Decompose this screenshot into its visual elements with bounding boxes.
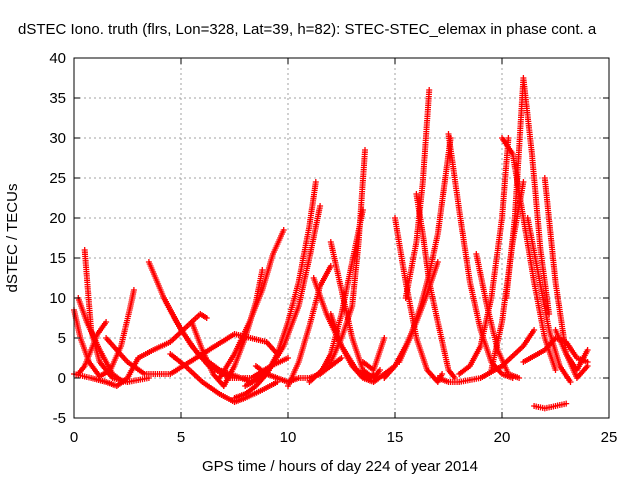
series-pass-23 (359, 335, 388, 373)
series-pass-35 (503, 75, 553, 317)
series-markers (402, 87, 433, 301)
series-pass-16 (242, 203, 324, 389)
x-tick-label: 20 (494, 429, 511, 446)
series-pass-22 (306, 147, 368, 385)
series-pass-13 (220, 267, 266, 389)
x-tick-label: 0 (70, 429, 78, 446)
series-markers (220, 267, 266, 389)
series-markers (456, 135, 512, 377)
x-tick-label: 15 (387, 429, 404, 446)
x-tick-label: 10 (280, 429, 297, 446)
series-markers (434, 327, 538, 385)
series-markers (531, 400, 570, 412)
series-markers (306, 147, 368, 385)
y-tick-label: 10 (49, 290, 66, 307)
series-markers (413, 191, 458, 381)
series-pass-27 (396, 135, 454, 365)
chart-title: dSTEC Iono. truth (flrs, Lon=328, Lat=39… (18, 21, 597, 38)
series-markers (503, 75, 553, 317)
series-markers (167, 351, 281, 405)
series-markers (359, 335, 388, 373)
y-tick-label: 25 (49, 170, 66, 187)
series-pass-26 (402, 87, 433, 301)
series-markers (396, 135, 454, 365)
series-markers (524, 215, 574, 385)
y-tick-label: 40 (49, 50, 66, 67)
series-pass-38 (531, 400, 570, 412)
series-markers (473, 251, 523, 381)
y-tick-label: 15 (49, 250, 66, 267)
series-pass-25 (392, 215, 446, 385)
y-tick-label: -5 (53, 410, 66, 427)
series-pass-31 (456, 135, 512, 377)
x-tick-label: 25 (601, 429, 618, 446)
y-tick-label: 30 (49, 130, 66, 147)
series-pass-15 (231, 179, 319, 401)
series-markers (552, 327, 591, 373)
series-pass-28 (413, 191, 458, 381)
series-pass-30 (434, 327, 538, 385)
series-pass-24 (381, 259, 441, 381)
series-markers (145, 259, 255, 385)
series-pass-36 (524, 215, 574, 385)
series-markers (188, 319, 227, 389)
y-tick-label: 35 (49, 90, 66, 107)
data-marks (71, 75, 591, 412)
series-pass-10 (167, 351, 281, 405)
plot-frame (73, 57, 610, 419)
y-tick-label: 5 (58, 330, 66, 347)
x-axis-label: GPS time / hours of day 224 of year 2014 (202, 458, 478, 475)
series-pass-11 (188, 319, 227, 389)
series-markers (231, 179, 319, 401)
y-tick-label: 0 (58, 370, 66, 387)
series-markers (242, 203, 324, 389)
x-tick-label: 5 (177, 429, 185, 446)
series-pass-40 (552, 327, 591, 373)
series-markers (392, 215, 446, 385)
y-axis-label: dSTEC / TECUs (4, 184, 21, 293)
series-pass-07 (145, 259, 255, 385)
y-tick-label: 20 (49, 210, 66, 227)
series-markers (381, 259, 441, 381)
series-pass-33 (473, 251, 523, 381)
